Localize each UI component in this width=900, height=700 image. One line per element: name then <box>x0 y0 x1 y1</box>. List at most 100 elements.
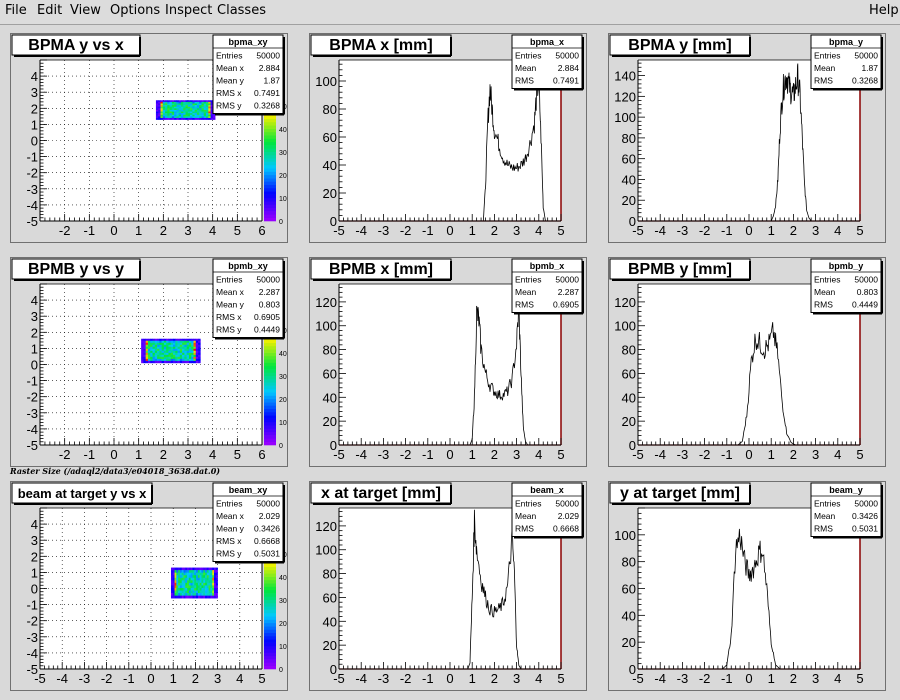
heatmap-cell <box>167 108 170 111</box>
heatmap-cell <box>157 360 160 364</box>
menu-classes[interactable]: Classes <box>217 3 266 18</box>
heatmap-cell <box>141 342 144 346</box>
heatmap-cell <box>179 585 183 589</box>
heatmap-cell <box>203 587 206 591</box>
heatmap-cell <box>179 590 183 594</box>
heatmap-cell <box>186 356 190 360</box>
heatmap-cell <box>163 346 167 350</box>
heatmap-cell <box>187 570 190 573</box>
heatmap-cell <box>173 350 176 354</box>
menu-help[interactable]: Help <box>869 3 899 18</box>
heatmap-cell <box>214 577 217 581</box>
chart-pad-6[interactable]: -5 -4 -3 -2 -1 0 1 2 3 4 5 0 20 40 60 80 100 120 BPMB y [m… <box>608 257 886 467</box>
heatmap-cell <box>203 106 207 109</box>
root-canvas[interactable]: 01020304050-2-10123456-5-4-3-2-101234BPM… <box>0 25 900 700</box>
heatmap-cell <box>145 340 149 344</box>
heatmap-cell <box>162 116 166 119</box>
palette-step <box>264 141 276 146</box>
menu-options[interactable]: Options <box>110 3 161 18</box>
chart-pad-7[interactable]: 01020304050-5-4-3-2-1012345-5-4-3-2-1012… <box>10 481 288 691</box>
heatmap-cell <box>145 360 149 364</box>
chart-pad-5[interactable]: -5 -4 -3 -2 -1 0 1 2 3 4 5 0 20 40 60 80 100 120 BPMB x [m… <box>309 257 587 467</box>
heatmap-cell <box>199 577 202 581</box>
chart-pad-1[interactable]: 01020304050-2-10123456-5-4-3-2-101234BPM… <box>10 33 288 243</box>
heatmap-cell <box>194 113 198 116</box>
heatmap-cell <box>210 580 213 584</box>
x-tick-label: -2 <box>699 223 711 238</box>
heatmap-cell <box>157 350 160 354</box>
chart-pad-8[interactable]: -5 -4 -3 -2 -1 0 1 2 3 4 5 0 20 40 60 80 100 120 x at targ… <box>309 481 587 691</box>
heatmap-cell <box>167 100 170 103</box>
heatmap-cell <box>169 109 173 112</box>
heatmap-cell <box>199 114 202 117</box>
heatmap-cell <box>171 103 175 106</box>
heatmap-cell <box>162 101 166 104</box>
heatmap-cell <box>201 577 204 581</box>
x-tick-label: 3 <box>812 447 819 462</box>
x-tick-label: 3 <box>184 447 191 462</box>
heatmap-cell <box>170 358 174 362</box>
heatmap-cell <box>181 575 184 579</box>
pad-border <box>608 33 886 243</box>
heatmap-cell <box>168 338 172 342</box>
heatmap-cell <box>165 101 168 104</box>
heatmap-cell <box>194 575 197 579</box>
heatmap-cell <box>168 356 172 360</box>
x-tick-label: 0 <box>745 223 752 238</box>
y-tick-label: -2 <box>26 166 38 181</box>
heatmap-cell <box>191 350 194 354</box>
heatmap-cell <box>170 577 174 581</box>
chart-title: BPMB y [mm] <box>628 261 732 278</box>
x-tick-label: 5 <box>557 447 564 462</box>
heatmap-cell <box>163 356 167 360</box>
menu-inspect[interactable]: Inspect <box>165 3 213 18</box>
stats-name: bpma_xy <box>228 37 267 47</box>
chart-pad-2[interactable]: -5 -4 -3 -2 -1 0 1 2 3 4 5 0 20 40 60 80 100 BPMA x [mm] b… <box>309 33 587 243</box>
heatmap-cell <box>183 587 186 591</box>
heatmap-cell <box>145 344 149 348</box>
heatmap-cell <box>155 101 159 104</box>
heatmap-cell <box>210 577 213 581</box>
x-tick-label: -2 <box>699 447 711 462</box>
heatmap-cell <box>178 100 182 103</box>
heatmap-cell <box>203 570 206 573</box>
heatmap-cell <box>154 352 158 356</box>
heatmap-cell <box>174 114 177 117</box>
x-tick-label: -5 <box>333 447 345 462</box>
menu-edit[interactable]: Edit <box>37 3 63 18</box>
heatmap-cell <box>184 352 187 356</box>
heatmap-cell <box>174 116 177 119</box>
heatmap-cell <box>177 340 181 344</box>
palette-step <box>264 606 276 610</box>
heatmap-cell <box>161 340 165 344</box>
heatmap-cell <box>201 570 204 573</box>
palette-step <box>264 579 276 584</box>
heatmap-cell <box>215 575 218 579</box>
heatmap-cell <box>183 114 186 117</box>
heatmap-cell <box>187 109 191 112</box>
heatmap-cell <box>206 105 209 107</box>
heatmap-cell <box>159 358 162 362</box>
heatmap-cell <box>178 590 181 594</box>
heatmap-cell <box>192 577 195 581</box>
heatmap-cell <box>183 585 186 589</box>
heatmap-cell <box>188 595 192 599</box>
heatmap-cell <box>199 582 202 586</box>
heatmap-cell <box>208 109 211 112</box>
heatmap-cell <box>203 113 207 116</box>
heatmap-cell <box>192 117 195 120</box>
heatmap-cell <box>173 348 176 352</box>
chart-pad-4[interactable]: 01020304050-2-10123456-5-4-3-2-101234BPM… <box>10 257 288 467</box>
palette-step <box>264 382 276 386</box>
heatmap-cell <box>191 354 194 358</box>
heatmap-cell <box>172 587 175 591</box>
heatmap-cell <box>197 570 200 573</box>
menu-view[interactable]: View <box>70 3 101 18</box>
heatmap-cell <box>166 338 169 342</box>
chart-pad-9[interactable]: -5 -4 -3 -2 -1 0 1 2 3 4 5 0 20 40 60 80 100 y at target … <box>608 481 886 691</box>
menu-file[interactable]: File <box>5 3 27 18</box>
heatmap-cell <box>196 567 199 571</box>
chart-pad-3[interactable]: -5 -4 -3 -2 -1 0 1 2 3 4 5 0 20 40 60 80 100 120 140 BPMA y… <box>608 33 886 243</box>
y-tick-label: 80 <box>622 343 636 358</box>
palette-step <box>264 563 276 567</box>
